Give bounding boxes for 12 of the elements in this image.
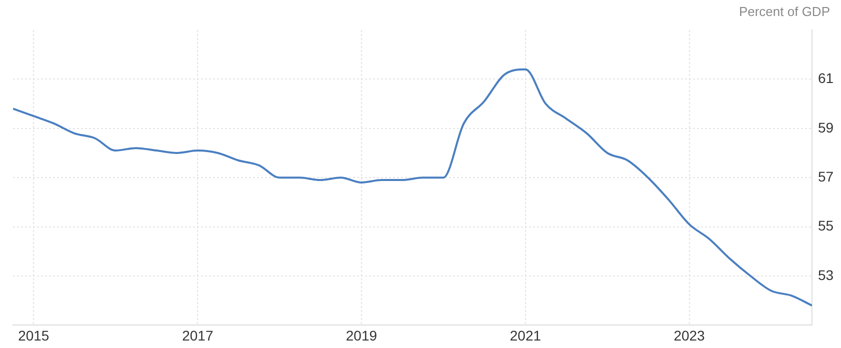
line-series <box>13 68 812 307</box>
x-tick-label: 2017 <box>182 327 214 344</box>
x-tick-label: 2023 <box>674 327 706 344</box>
y-tick-label: 61 <box>818 70 834 86</box>
y-tick-label: 53 <box>818 266 834 283</box>
y-axis-title: Percent of GDP <box>738 4 830 20</box>
y-tick-label: 59 <box>818 119 834 136</box>
x-tick-label: 2015 <box>18 327 50 344</box>
x-tick-label: 2019 <box>346 327 378 344</box>
y-tick-label: 55 <box>818 218 834 234</box>
y-tick-label: 57 <box>818 168 834 184</box>
x-tick-label: 2021 <box>510 327 542 344</box>
